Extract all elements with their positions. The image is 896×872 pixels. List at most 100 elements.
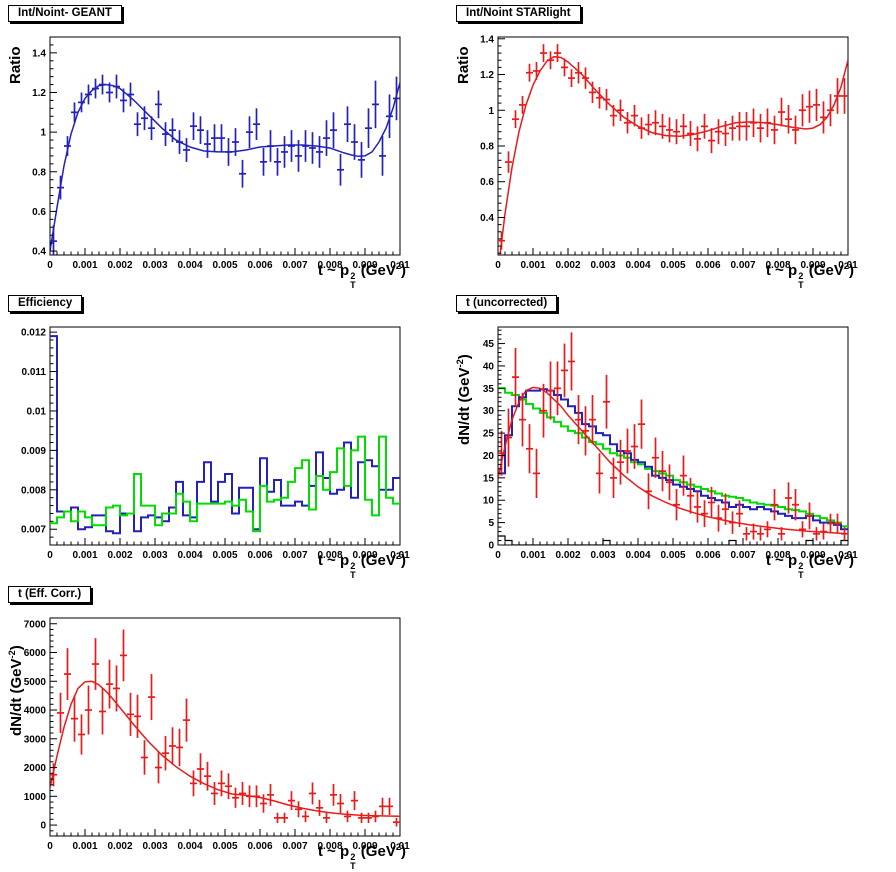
y-tick-label: 5000 [24,677,47,688]
ratio-starlight-points [498,44,848,250]
panel-title: Int/Noint STARlight [466,7,571,19]
axes: 0 0.001 0.002 0.003 0.004 0.005 0.006 0.007 0.00… [480,34,858,271]
x-tick-label: 0.008 [317,260,342,271]
plot-area [50,629,400,827]
x-tick-label: 0.003 [142,550,167,561]
axes: 0 0.001 0.002 0.003 0.004 0.005 0.006 0.007 0.00… [21,328,410,561]
y-tick-label: 45 [483,339,495,350]
x-tick-label: 0.008 [765,550,790,561]
y-tick-label: 20 [483,451,495,462]
plot-area [50,74,400,255]
x-tick-label: 0.002 [107,260,132,271]
x-tick-label: 0.004 [177,260,202,271]
y-tick-label: 1.4 [480,34,494,45]
y-axis-title: dN/dt (GeV-2) [7,645,25,736]
x-tick-label: 0.009 [352,841,377,852]
panel-title-box: t (uncorrected) [456,295,558,312]
pad-t-eff-corr: 0 0.001 0.002 0.003 0.004 0.005 0.006 0.007 0.00… [0,581,448,872]
y-tick-label: 30 [483,406,495,417]
panel-title-box: Int/Noint STARlight [456,5,581,22]
x-tick-label: 0.002 [107,550,132,561]
y-tick-label: 0.007 [21,525,46,536]
x-tick-label: 0.005 [660,550,685,561]
y-tick-label: 0.4 [32,247,46,258]
y-tick-label: 10 [483,496,495,507]
y-tick-label: 7000 [24,619,47,630]
x-tick-label: 0.006 [247,841,272,852]
corrected-points [50,629,400,827]
frame [49,36,401,256]
panel-title-box: Int/Noint- GEANT [8,5,122,22]
y-tick-label: 1.2 [480,70,494,81]
y-tick-label: 0.6 [480,177,494,188]
x-tick-label: 0.008 [317,550,342,561]
y-tick-label: 2000 [24,763,47,774]
y-tick-label: 1.2 [32,88,46,99]
panel-title: Efficiency [18,297,73,309]
x-tick-label: 0 [47,260,53,271]
frame [497,36,849,256]
y-tick-label: 0.8 [32,167,46,178]
y-tick-label: 1 [488,106,494,117]
x-tick-label: 0.006 [695,260,720,271]
y-tick-label: 0.6 [32,207,46,218]
panel-title: Int/Noint- GEANT [18,7,112,19]
uncorrected-points [498,332,848,541]
uncorrected-fit [498,386,848,535]
x-tick-label: 0.007 [730,260,755,271]
x-tick-label: 0.001 [72,550,97,561]
x-tick-label: 0.006 [247,260,272,271]
y-tick-label: 1 [40,128,46,139]
y-tick-label: 25 [483,429,495,440]
x-tick-label: 0.001 [72,841,97,852]
x-tick-label: 0.008 [765,260,790,271]
x-tick-label: 0.004 [625,550,650,561]
y-axis-title: dN/dt (GeV-2) [455,354,473,445]
y-tick-label: 4000 [24,706,47,717]
x-tick-label: 0.009 [352,260,377,271]
y-tick-label: 35 [483,384,495,395]
plot-svg-4: 0 0.001 0.002 0.003 0.004 0.005 0.006 0.007 0.00… [24,617,410,852]
y-tick-label: 0.8 [480,142,494,153]
x-tick-label: 0.004 [177,550,202,561]
x-tick-label: 0.005 [212,550,237,561]
pad-t-uncorrected: 0 0.001 0.002 0.003 0.004 0.005 0.006 0.007 0.00… [448,290,896,581]
x-tick-label: 0 [495,550,501,561]
axes: 0 0.001 0.002 0.003 0.004 0.005 0.006 0.007 0.00… [483,329,858,561]
panel-title: t (Eff. Corr.) [18,588,82,600]
efficiency-hist-blue [50,335,400,535]
y-tick-label: 0.01 [27,406,47,417]
efficiency-hist-green [50,435,400,533]
x-tick-label: 0.007 [282,260,307,271]
x-tick-label: 0 [47,550,53,561]
x-tick-label: 0.009 [800,550,825,561]
x-tick-label: 0.002 [107,841,132,852]
plot-svg-2: 0 0.001 0.002 0.003 0.004 0.005 0.006 0.007 0.00… [21,326,410,561]
y-tick-label: 0.011 [22,367,47,378]
x-tick-label: 0.009 [352,550,377,561]
y-tick-label: 0.008 [21,485,46,496]
axes: 0 0.001 0.002 0.003 0.004 0.005 0.006 0.007 0.00… [24,617,410,852]
plot-area [50,335,400,535]
x-tick-label: 0.005 [660,260,685,271]
pad-efficiency: 0 0.001 0.002 0.003 0.004 0.005 0.006 0.007 0.00… [0,290,448,581]
axes: 0 0.001 0.002 0.003 0.004 0.005 0.006 0.007 0.00… [32,36,410,271]
ratio-geant-fit [50,82,400,252]
y-tick-label: 5 [488,518,494,529]
frame [49,326,401,546]
x-tick-label: 0.001 [520,260,545,271]
plot-svg-0: 0 0.001 0.002 0.003 0.004 0.005 0.006 0.007 0.00… [32,36,410,271]
y-tick-label: 0 [488,541,494,552]
x-tick-label: 0.001 [520,550,545,561]
x-tick-label: 0.003 [142,260,167,271]
y-tick-label: 0 [40,821,46,832]
plot-area [498,332,848,545]
y-tick-label: 1.4 [32,48,46,59]
frame [49,617,401,837]
